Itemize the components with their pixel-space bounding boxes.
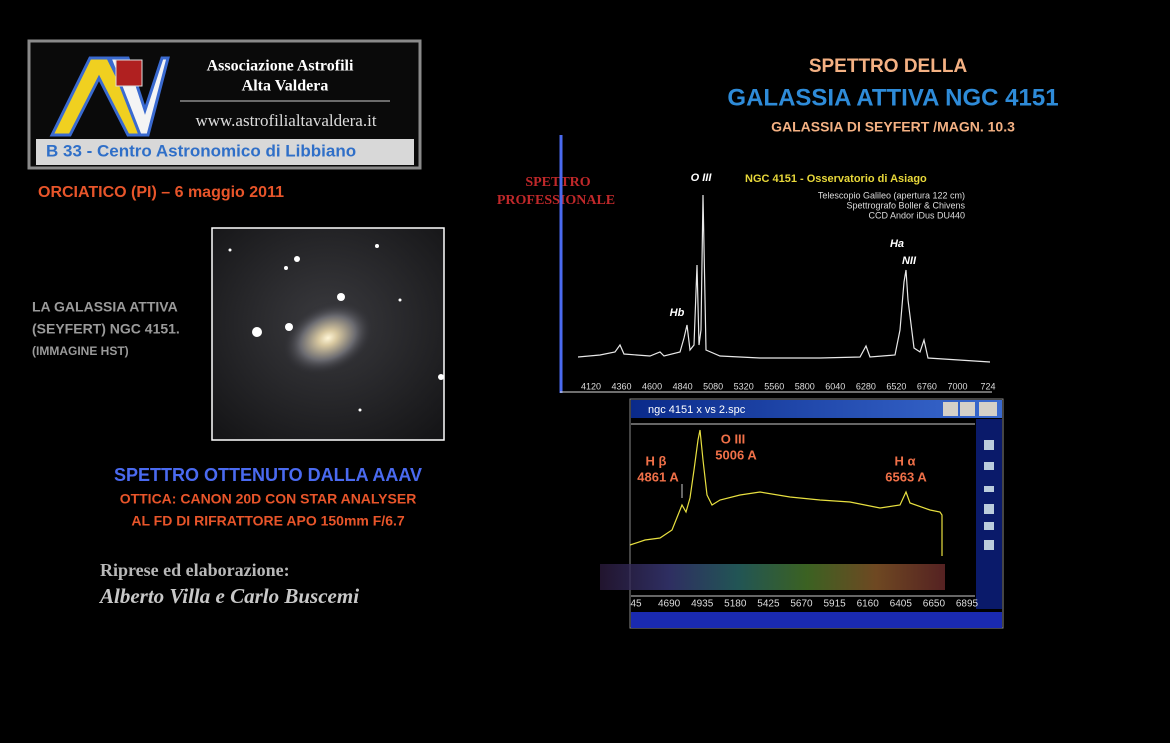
window-titlebar	[631, 400, 1002, 418]
spectrum-detail: Telescopio Galileo (apertura 122 cm)	[818, 190, 965, 200]
spectrum-heading: NGC 4151 - Osservatorio di Asiago	[745, 173, 927, 185]
subtitle: GALASSIA DI SEYFERT /MAGN. 10.3	[771, 119, 1015, 135]
logo-subtitle: B 33 - Centro Astronomico di Libbiano	[46, 141, 356, 160]
location-date: ORCIATICO (PI) – 6 maggio 2011	[38, 184, 284, 201]
toolbar-icons[interactable]	[984, 440, 994, 550]
stars	[228, 244, 444, 412]
x-tick-label: 4935	[691, 599, 714, 610]
logo-crest	[115, 59, 143, 87]
x-tick-label: 5180	[724, 599, 747, 610]
line-wavelength: 6563 A	[885, 469, 927, 484]
spectrum-detail: Spettrografo Boller & Chivens	[846, 200, 965, 210]
maximize-button[interactable]	[960, 402, 975, 416]
title: SPETTRO DELLA	[809, 56, 968, 77]
x-tick-label: 6160	[857, 599, 880, 610]
x-tick-label: 5800	[795, 381, 815, 391]
x-tick-label: 6895	[956, 599, 979, 610]
galaxy-caption: LA GALASSIA ATTIVA	[32, 299, 178, 315]
line-name: O III	[721, 431, 746, 446]
line-label: Hb	[670, 307, 685, 319]
line-name: H α	[895, 453, 916, 468]
x-tick-label: 6280	[856, 381, 876, 391]
logo-url: www.astrofilialtavaldera.it	[195, 111, 376, 130]
aaav-optics: OTTICA: CANON 20D CON STAR ANALYSER	[120, 491, 417, 507]
spectrum-detail: CCD Andor iDus DU440	[868, 210, 965, 220]
minimize-button[interactable]	[943, 402, 958, 416]
x-tick-label: 45	[630, 599, 642, 610]
line-label: O III	[691, 172, 713, 184]
window-title: ngc 4151 x vs 2.spc	[648, 404, 746, 416]
credits-label: Riprese ed elaborazione:	[100, 560, 290, 580]
credits-authors: Alberto Villa e Carlo Buscemi	[98, 584, 359, 608]
logo-subtitle-bar	[36, 139, 414, 165]
galaxy	[282, 301, 374, 375]
x-tick-label: 6040	[825, 381, 845, 391]
logo-name: Associazione Astrofili	[207, 58, 354, 75]
aaav-curve	[629, 429, 943, 556]
x-tick-label: 5425	[757, 599, 780, 610]
x-tick-label: 5080	[703, 381, 723, 391]
x-tick-label: 5560	[764, 381, 784, 391]
x-tick-label: 4120	[581, 381, 601, 391]
spectrum-label: SPETTRO	[525, 175, 590, 190]
line-name: H β	[646, 453, 667, 468]
galaxy-caption: (IMMAGINE HST)	[32, 344, 129, 358]
x-tick-label: 6520	[886, 381, 906, 391]
x-tick-label: 6405	[890, 599, 913, 610]
logo-a	[49, 56, 149, 137]
x-tick-label: 6760	[917, 381, 937, 391]
status-bar	[631, 612, 1002, 628]
galaxy-caption: (SEYFERT) NGC 4151.	[32, 321, 180, 337]
x-tick-label: 724	[980, 381, 995, 391]
x-tick-label: 6650	[923, 599, 946, 610]
x-tick-label: 4360	[612, 381, 632, 391]
close-button[interactable]	[979, 402, 997, 416]
line-wavelength: 4861 A	[637, 469, 679, 484]
x-tick-label: 5915	[823, 599, 846, 610]
x-tick-label: 4690	[658, 599, 681, 610]
aaav-optics: AL FD DI RIFRATTORE APO 150mm F/6.7	[131, 513, 405, 529]
x-tick-label: 4600	[642, 381, 662, 391]
x-tick-label: 5670	[790, 599, 813, 610]
spectrum-curve	[577, 194, 991, 363]
x-tick-label: 4840	[673, 381, 693, 391]
line-label: NII	[902, 255, 917, 267]
line-label: Ha	[890, 238, 904, 250]
x-tick-label: 5320	[734, 381, 754, 391]
spectrum-strip	[600, 564, 945, 590]
line-wavelength: 5006 A	[715, 447, 757, 462]
x-tick-label: 7000	[947, 381, 967, 391]
aaav-heading: SPETTRO OTTENUTO DALLA AAAV	[114, 465, 422, 485]
title: GALASSIA ATTIVA NGC 4151	[727, 84, 1058, 111]
logo-name: Alta Valdera	[242, 78, 329, 95]
spectrum-label: PROFESSIONALE	[497, 193, 615, 208]
window	[629, 398, 1004, 629]
